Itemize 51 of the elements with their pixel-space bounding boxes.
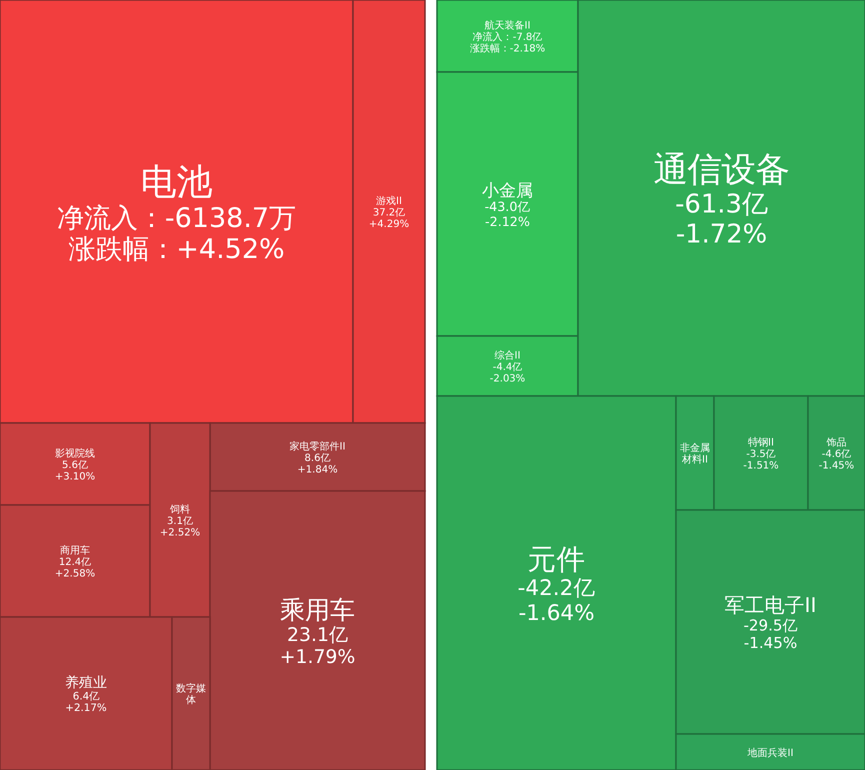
category-label: 饰品 bbox=[826, 436, 846, 448]
category-label: 非金属材料II bbox=[680, 442, 710, 466]
text: 12.4亿 bbox=[58, 556, 92, 568]
data-label: -2.12% bbox=[485, 214, 530, 229]
text: -42.2亿 bbox=[518, 576, 596, 602]
text: -29.5亿 bbox=[743, 616, 798, 635]
data-label: -1.64% bbox=[518, 600, 595, 626]
data-label: +2.52% bbox=[160, 527, 200, 538]
category-label: 通信设备 bbox=[654, 150, 790, 190]
data-label: -1.72% bbox=[676, 219, 768, 250]
data-label: -2.03% bbox=[490, 373, 526, 384]
category-label: 军工电子II bbox=[724, 593, 816, 618]
text: -3.5亿 bbox=[746, 448, 776, 460]
data-label: -1.45% bbox=[818, 460, 854, 472]
data-label: +3.10% bbox=[54, 471, 96, 482]
data-label: +1.84% bbox=[297, 464, 338, 476]
text: 5.6亿 bbox=[62, 460, 88, 471]
data-label: +2.17% bbox=[65, 702, 107, 714]
category-label: 元件 bbox=[528, 542, 586, 576]
data-label: 涨跌幅：+4.52% bbox=[68, 234, 285, 265]
category-label: 特钢II bbox=[748, 436, 774, 448]
category-label: 养殖业 bbox=[65, 674, 107, 691]
text: 6.4亿 bbox=[72, 690, 100, 702]
text: 净流入：-7.8亿 bbox=[472, 32, 542, 43]
category-label: 商用车 bbox=[60, 544, 90, 556]
category-label: 数字媒体 bbox=[176, 682, 206, 706]
text: 3.1亿 bbox=[167, 516, 193, 527]
category-label: 综合II bbox=[494, 349, 520, 362]
data-label: +1.79% bbox=[280, 646, 356, 668]
data-label: +4.29% bbox=[368, 218, 410, 230]
data-label: -1.51% bbox=[743, 460, 779, 472]
text: 23.1亿 bbox=[287, 625, 348, 646]
data-label: +2.58% bbox=[54, 568, 96, 580]
text: 37.2亿 bbox=[372, 207, 406, 218]
category-label: 影视院线 bbox=[55, 447, 95, 460]
category-label: 乘用车 bbox=[280, 595, 355, 624]
category-label: 饲料 bbox=[169, 503, 190, 516]
text: 净流入：-6138.7万 bbox=[56, 202, 296, 234]
text: -43.0亿 bbox=[484, 199, 530, 214]
data-label: 涨跌幅：-2.18% bbox=[470, 42, 546, 54]
category-label: 小金属 bbox=[482, 180, 533, 200]
category-label: 电池 bbox=[140, 162, 212, 203]
text: -4.4亿 bbox=[492, 362, 522, 373]
data-label: -1.45% bbox=[744, 634, 798, 652]
category-label: 家电零部件II bbox=[290, 440, 346, 452]
category-label: 游戏II bbox=[376, 194, 402, 207]
text: -4.6亿 bbox=[822, 448, 852, 460]
text: -61.3亿 bbox=[675, 190, 768, 220]
text: 8.6亿 bbox=[304, 452, 330, 464]
category-label: 航天装备II bbox=[484, 19, 530, 32]
category-label: 地面兵装II bbox=[746, 746, 794, 759]
